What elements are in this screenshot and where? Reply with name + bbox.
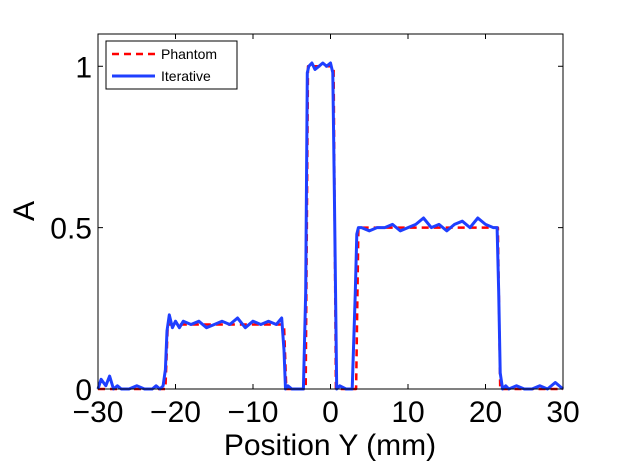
series-line-iterative bbox=[96, 61, 564, 391]
y-tick-label: 0.5 bbox=[50, 213, 92, 246]
x-tick-label: −20 bbox=[150, 396, 201, 429]
y-tick-label: 1 bbox=[75, 51, 92, 84]
legend-label-phantom: Phantom bbox=[161, 46, 217, 62]
y-axis-label: A bbox=[8, 201, 41, 221]
x-tick-label: −10 bbox=[228, 396, 279, 429]
x-tick-label: −30 bbox=[73, 396, 124, 429]
y-tick-label: 0 bbox=[75, 374, 92, 407]
x-tick-label: 0 bbox=[322, 396, 339, 429]
x-tick-label: 20 bbox=[469, 396, 502, 429]
x-axis-label: Position Y (mm) bbox=[224, 429, 436, 462]
legend: Phantom Iterative bbox=[105, 40, 238, 90]
legend-label-iterative: Iterative bbox=[161, 68, 211, 84]
x-tick-label: 10 bbox=[391, 396, 424, 429]
legend-box bbox=[105, 40, 238, 90]
series-line-phantom bbox=[98, 65, 563, 391]
series-layer bbox=[96, 61, 564, 391]
x-tick-label: 30 bbox=[546, 396, 579, 429]
tick-layer: −30 −20 −10 0 10 20 30 0 0.5 1 bbox=[50, 34, 580, 429]
